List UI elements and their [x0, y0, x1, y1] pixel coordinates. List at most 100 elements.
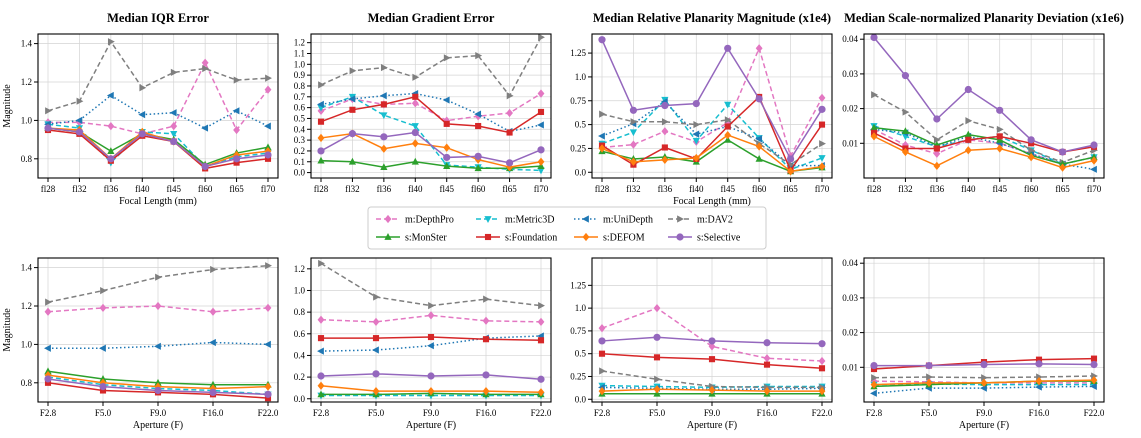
panel-r2-c3: 0.0 0.25 0.5 0.75 1.0 1.25 F2.8 F5.0 F9.0 F16.0 F2…	[570, 257, 833, 431]
data-point	[427, 387, 435, 396]
data-point	[99, 303, 107, 313]
data-point	[708, 386, 716, 395]
data-point	[75, 128, 84, 136]
data-point	[107, 155, 115, 163]
data-point	[692, 130, 700, 138]
tick-label-x: F5.0	[95, 408, 112, 418]
panel-r1-c1: 0.8 1.0 1.2 1.4 fl28 fl32 fl36 fl40 fl45 fl60 fl65…	[2, 33, 279, 207]
data-point	[380, 163, 388, 171]
series-m-dav2	[318, 33, 545, 100]
panel-title-median-gradient-error: Median Gradient Error	[368, 11, 495, 25]
data-point	[318, 259, 325, 268]
data-point	[870, 361, 878, 370]
legend-label: m:Metric3D	[505, 215, 554, 226]
data-point	[786, 155, 795, 163]
data-point	[661, 127, 669, 136]
data-point	[373, 293, 380, 301]
data-point	[475, 122, 482, 130]
data-point	[661, 155, 669, 165]
tick-label-y: 0.9	[294, 70, 306, 80]
axes-frame	[310, 257, 552, 403]
data-point	[474, 152, 482, 160]
data-point	[44, 344, 51, 352]
series-line	[873, 128, 1095, 171]
data-point	[264, 340, 271, 348]
data-point	[169, 109, 177, 117]
data-point	[154, 301, 162, 311]
data-point	[154, 342, 161, 350]
tick-label-x: fl40	[689, 184, 704, 194]
legend-marker	[582, 215, 589, 223]
data-point	[724, 130, 732, 140]
tick-label-y: 0.01	[842, 362, 858, 372]
tick-label-x: fl60	[752, 184, 767, 194]
data-point	[372, 387, 380, 396]
tick-label-y: 0.25	[570, 143, 586, 153]
tick-label-x: fl32	[345, 184, 360, 194]
data-point	[537, 89, 545, 98]
tick-label-x: F22.0	[531, 408, 552, 418]
data-point	[443, 120, 450, 127]
data-point	[755, 95, 763, 103]
axes-frame	[37, 33, 279, 179]
series-line	[601, 134, 823, 173]
series-m-depthpro	[598, 303, 826, 366]
series-line	[47, 123, 269, 168]
data-point	[318, 81, 325, 89]
data-point	[818, 121, 826, 128]
data-point	[380, 144, 388, 153]
data-point	[154, 378, 162, 386]
tick-label-y: 1.25	[570, 48, 586, 58]
tick-label-x: F2.8	[594, 408, 611, 418]
tick-label-x: fl45	[720, 184, 735, 194]
data-point	[264, 390, 272, 398]
data-point	[981, 374, 988, 382]
data-point	[380, 133, 388, 141]
tick-label-x: fl28	[595, 184, 610, 194]
tick-label-y: 0.01	[842, 138, 858, 148]
data-point	[818, 340, 826, 348]
axes-frame	[591, 257, 833, 403]
data-point	[964, 146, 972, 155]
data-point	[138, 111, 146, 119]
series-line	[320, 159, 542, 170]
data-point	[870, 389, 877, 397]
data-point	[1035, 383, 1042, 391]
tick-label-y: 0.0	[575, 394, 587, 404]
data-point	[980, 384, 987, 392]
data-point	[708, 342, 716, 351]
panel-r1-c2: 0.00.10.20.30.40.50.60.70.80.91.01.11.2 f…	[294, 33, 552, 194]
data-point	[349, 67, 357, 75]
data-point	[506, 108, 513, 118]
series-m-dav2	[45, 262, 272, 306]
data-point	[629, 106, 638, 114]
series-line	[320, 36, 542, 98]
data-point	[202, 64, 210, 73]
legend-box	[367, 206, 767, 250]
data-point	[349, 106, 356, 113]
tick-label-y: 0.5	[575, 349, 587, 359]
data-point	[933, 115, 941, 123]
tick-label-y: 0.04	[842, 34, 858, 44]
data-point	[661, 144, 668, 151]
series-line	[47, 129, 269, 170]
data-point	[537, 167, 545, 175]
data-point	[107, 122, 115, 131]
data-point	[630, 118, 638, 126]
data-point	[980, 378, 988, 388]
series-line	[320, 131, 542, 164]
data-point	[412, 73, 420, 81]
data-point	[1090, 156, 1098, 165]
tick-label-x: fl36	[658, 184, 673, 194]
series-line	[873, 94, 1095, 164]
tick-label-x: fl45	[166, 184, 181, 194]
data-point	[964, 130, 972, 138]
series-m-dav2	[871, 372, 1098, 382]
tick-label-x: fl32	[626, 184, 641, 194]
tick-label-y: 0.03	[842, 293, 858, 303]
x-axis-label: Aperture (F)	[959, 420, 1009, 431]
data-point	[537, 157, 545, 166]
legend-label: m:UniDepth	[603, 215, 653, 226]
series-m-dav2	[45, 38, 272, 115]
data-point	[755, 44, 763, 53]
